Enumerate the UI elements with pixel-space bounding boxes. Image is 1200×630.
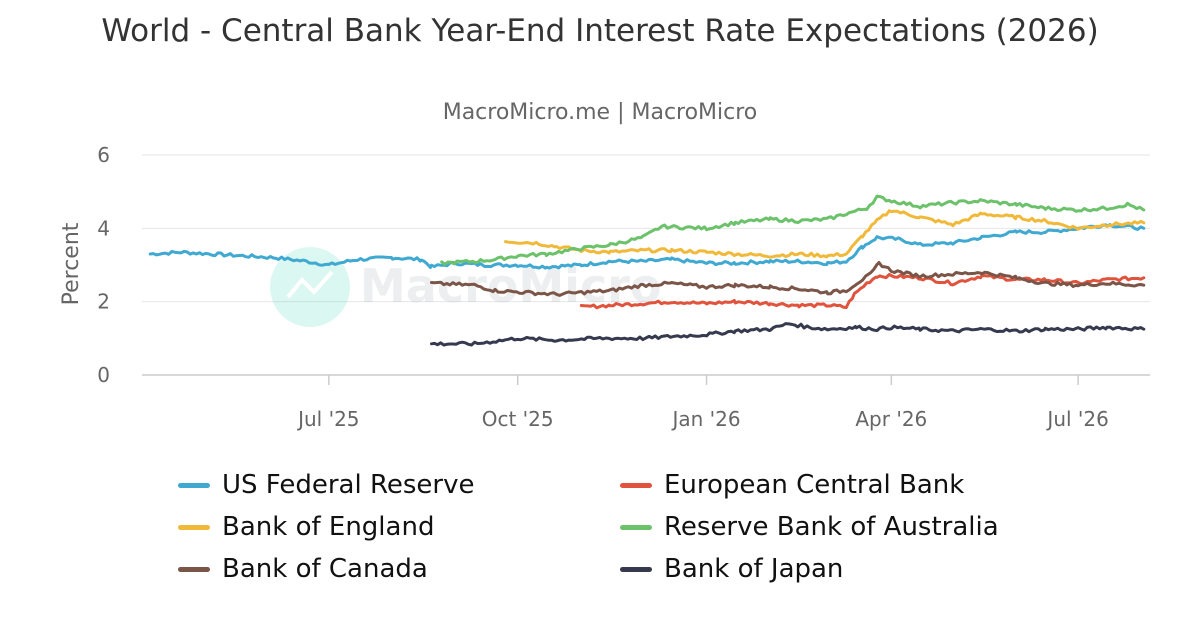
watermark-logo-mark [286,270,334,299]
chart-title: World - Central Bank Year-End Interest R… [101,13,1099,49]
watermark-text: MacroMicro [360,259,661,313]
watermark: MacroMicro [270,247,661,327]
legend-item[interactable]: Reserve Bank of Australia [620,512,999,542]
legend-label: European Central Bank [664,470,965,500]
legend-item[interactable]: Bank of Japan [620,554,843,584]
series-line [430,322,1146,347]
x-tick-label: Jul '26 [1045,407,1108,431]
axes: 0 2 4 6 Jul '25 Oct '25 Jan '26 Apr '26 Jul '26 [97,143,1109,431]
legend-swatch [620,524,652,530]
legend-label: Bank of England [222,512,435,542]
x-tick-label: Jul '25 [296,407,359,431]
series-lines [148,194,1146,347]
series-line [579,272,1146,310]
series-line [148,223,1146,270]
legend-swatch [620,566,652,572]
y-tick-label: 2 [97,290,110,314]
legend-item[interactable]: Bank of England [178,512,434,542]
legend-item[interactable]: Bank of Canada [178,554,428,584]
legend-item[interactable]: European Central Bank [620,470,964,500]
legend-swatch [178,482,210,488]
series-line [503,209,1146,259]
y-tick-label: 6 [97,143,110,167]
y-axis-label: Percent [59,222,84,305]
series-line [430,261,1146,297]
y-tick-label: 0 [97,363,110,387]
legend-label: Bank of Japan [664,554,844,584]
legend-label: US Federal Reserve [222,470,475,500]
x-tick-label: Oct '25 [482,407,554,431]
legend-swatch [178,524,210,530]
watermark-logo-icon [270,247,350,327]
legend-item[interactable]: US Federal Reserve [178,470,474,500]
legend-label: Bank of Canada [222,554,428,584]
y-tick-label: 4 [97,216,110,240]
legend-swatch [620,482,652,488]
chart-subtitle: MacroMicro.me | MacroMicro [442,100,758,125]
legend-label: Reserve Bank of Australia [664,512,999,542]
x-tick-label: Apr '26 [855,407,927,431]
x-tick-label: Jan '26 [670,407,740,431]
legend-swatch [178,566,210,572]
gridlines [142,154,1150,376]
series-line [440,194,1146,266]
